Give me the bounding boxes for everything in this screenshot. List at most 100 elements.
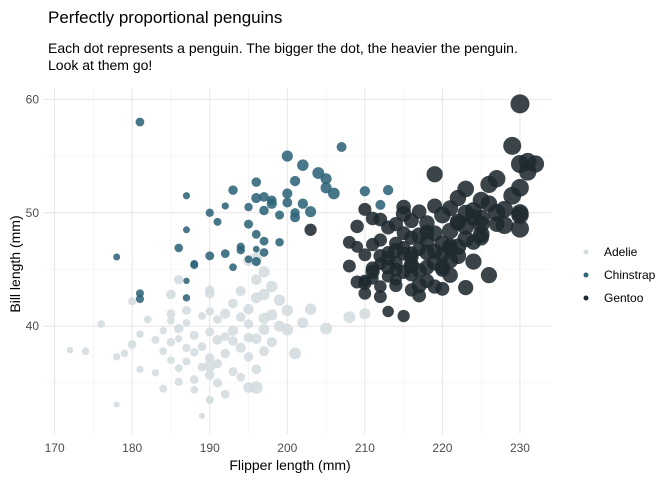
series-chinstrap [113,117,394,304]
data-point [228,367,238,377]
data-point [358,248,372,262]
data-point [243,319,254,329]
data-point [487,170,506,188]
data-point [411,277,427,294]
data-point [236,372,246,382]
data-point [258,288,270,301]
data-point [220,308,231,319]
data-point [380,259,396,275]
data-point [166,309,176,319]
x-axis-ticks: 170 180 190 200 210 220 230 [45,441,531,455]
data-point [190,385,199,394]
data-point [382,305,394,318]
x-tick-label: 230 [510,441,530,455]
data-point [204,370,215,380]
data-point [198,312,206,320]
legend-swatch [583,272,589,278]
data-point [174,243,184,253]
x-tick-label: 220 [432,441,452,455]
legend-item-gentoo: Gentoo [583,291,644,305]
data-point [373,290,387,304]
data-point [243,303,254,315]
data-point [419,244,435,261]
data-point [327,187,340,200]
data-point [244,219,254,229]
data-point [526,155,545,173]
data-point [167,356,175,365]
data-point [228,298,238,309]
data-point [189,330,199,340]
data-point [236,246,245,255]
data-point [305,206,317,218]
data-point [135,294,145,304]
data-point [251,229,261,239]
data-point [243,352,254,362]
data-point [251,192,262,204]
data-point [135,117,145,127]
data-point [190,259,199,268]
data-point [159,347,168,355]
data-point [166,289,176,300]
legend-item-adelie: Adelie [583,245,638,259]
data-point [235,312,246,323]
data-point [442,252,459,269]
y-tick-label: 40 [26,319,40,333]
data-point [358,286,372,300]
data-point [503,136,522,155]
data-point [282,188,293,199]
data-point [258,266,270,278]
data-point [228,336,238,346]
data-point [480,267,498,284]
data-point [229,263,237,272]
data-point [304,223,317,236]
y-axis-ticks: 40 50 60 [26,92,40,333]
subtitle-line-1: Each dot represents a penguin. The bigge… [48,40,518,56]
data-point [259,346,270,357]
data-point [404,266,419,282]
data-point [289,347,302,360]
data-point [411,227,428,244]
data-point [182,357,191,366]
y-axis-label: Bill length (mm) [7,215,23,312]
data-point [175,335,183,343]
legend-item-chinstrap: Chinstrap [583,268,656,282]
data-point [182,226,190,234]
data-point [213,315,222,324]
data-point [182,305,191,315]
data-point [251,177,262,187]
data-point [182,294,191,302]
data-point [128,297,137,306]
data-point [244,255,253,264]
data-point [275,238,284,247]
data-point [465,253,482,270]
x-tick-label: 200 [277,441,297,455]
data-point [273,294,286,306]
data-point [159,327,167,335]
legend-swatch [583,249,589,255]
data-point [426,166,443,183]
data-point [343,311,356,324]
data-point [173,274,184,285]
data-point [374,280,387,293]
data-point [281,304,294,317]
legend-swatch [583,295,589,301]
data-point [266,198,277,209]
data-point [212,378,223,388]
data-point [258,324,270,336]
x-tick-label: 190 [200,441,220,455]
data-point [120,349,129,358]
data-point [388,242,404,258]
data-point [136,330,144,338]
data-point [151,368,160,377]
data-point [488,216,505,232]
data-point [281,323,294,336]
data-point [204,353,215,363]
data-point [457,180,475,198]
data-point [358,274,372,288]
data-point [389,273,402,286]
data-point [166,316,175,325]
chart-subtitle: Each dot represents a penguin. The bigge… [48,40,648,74]
data-point [297,317,309,329]
data-point [359,186,371,197]
data-point [197,342,207,352]
